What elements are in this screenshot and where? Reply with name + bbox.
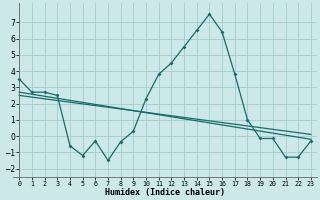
X-axis label: Humidex (Indice chaleur): Humidex (Indice chaleur): [105, 188, 225, 197]
